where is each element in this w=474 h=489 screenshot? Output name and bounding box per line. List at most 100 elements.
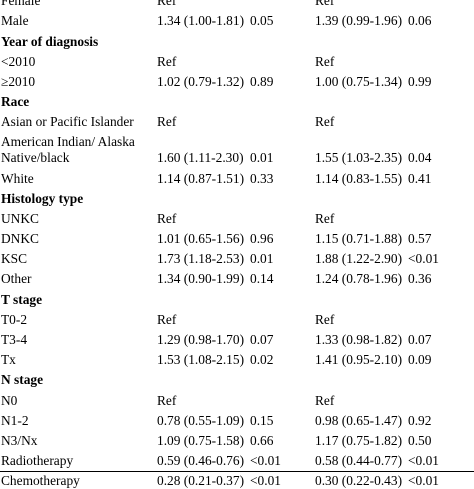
p-value-model-1-cell: 0.33: [250, 170, 274, 186]
p-value-model-2-cell: 0.07: [408, 332, 432, 347]
p-value-model-1-cell: [250, 29, 315, 49]
table-row: DNKC 1.01 (0.65-1.56) 0.96 1.15 (0.71-1.88)…: [0, 227, 474, 247]
p-value-model-1-cell: 0.89: [250, 73, 274, 89]
section-title: T stage: [1, 291, 43, 307]
hr-model-1-cell: [157, 90, 250, 110]
p-value-model-1-cell: [250, 110, 315, 130]
hr-model-1-cell: 0.59 (0.46-0.76): [157, 453, 245, 469]
hr-model-2-cell: 1.14 (0.83-1.55): [315, 170, 403, 186]
p-value-model-2-cell: 0.50: [408, 432, 432, 448]
p-value-model-1-cell: [250, 368, 315, 388]
hr-model-2-cell: 0.30 (0.22-0.43): [315, 473, 403, 489]
p-value-model-1-cell: 0.66: [250, 432, 274, 448]
p-value-model-1-cell: 0.05: [250, 13, 274, 29]
p-value-model-1-cell: [250, 187, 315, 207]
hr-model-2-cell: 1.24 (0.78-1.96): [315, 271, 403, 287]
section-header-row: Histology type: [0, 187, 474, 207]
p-value-model-1-cell: [250, 0, 315, 9]
variable-cell: Female: [1, 0, 41, 9]
hr-model-1-cell: Ref: [157, 114, 177, 130]
p-value-model-2-cell: 0.36: [408, 271, 432, 287]
hr-model-1-cell: Ref: [157, 392, 177, 408]
hr-model-1-cell: Ref: [157, 0, 177, 9]
p-value-model-2-cell: 0.41: [408, 170, 432, 186]
p-value-model-2-cell: [408, 308, 474, 328]
table-row: N0 Ref Ref: [0, 388, 474, 408]
p-value-model-1-cell: 0.02: [250, 352, 274, 368]
hr-model-2-cell: 1.41 (0.95-2.10): [315, 352, 403, 368]
section-header-row: Year of diagnosis: [0, 29, 474, 49]
variable-cell: T3-4: [1, 332, 28, 347]
variable-cell: ≥2010: [1, 73, 36, 89]
p-value-model-2-cell: [408, 368, 474, 388]
hr-model-1-cell: [157, 187, 250, 207]
hr-model-2-cell: 1.33 (0.98-1.82): [315, 332, 403, 347]
section-title: N stage: [1, 372, 44, 388]
table-row: UNKC Ref Ref: [0, 207, 474, 227]
p-value-model-1-cell: 0.96: [250, 231, 274, 247]
p-value-model-2-cell: 0.99: [408, 73, 432, 89]
hr-model-1-cell: Ref: [157, 311, 177, 327]
p-value-model-1-cell: 0.15: [250, 412, 274, 428]
table-row: Asian or Pacific Islander Ref Ref: [0, 110, 474, 130]
hr-model-2-cell: 1.88 (1.22-2.90): [315, 251, 403, 267]
variable-cell: Tx: [1, 352, 16, 368]
p-value-model-1-cell: [250, 90, 315, 110]
hr-model-2-cell: 1.39 (0.99-1.96): [315, 13, 403, 29]
hr-model-1-cell: 0.28 (0.21-0.37): [157, 473, 245, 489]
p-value-model-2-cell: 0.09: [408, 352, 432, 368]
hr-model-2-cell: Ref: [315, 311, 335, 327]
table-row: N3/Nx 1.09 (0.75-1.58) 0.66 1.17 (0.75-1.82…: [0, 429, 474, 449]
variable-cell: N1-2: [1, 412, 29, 428]
p-value-model-2-cell: 0.04: [408, 150, 432, 166]
table-row: Male 1.34 (1.00-1.81) 0.05 1.39 (0.99-1.96)…: [0, 9, 474, 29]
table-row: Tx 1.53 (1.08-2.15) 0.02 1.41 (0.95-2.10) 0.…: [0, 348, 474, 368]
variable-cell: KSC: [1, 251, 28, 267]
variable-cell: Male: [1, 13, 29, 29]
hr-model-1-cell: 0.78 (0.55-1.09): [157, 412, 245, 428]
table-row: Chemotherapy 0.28 (0.21-0.37) <0.01 0.30 (0…: [0, 469, 474, 489]
section-header-row: T stage: [0, 287, 474, 307]
p-value-model-2-cell: [408, 110, 474, 130]
hr-model-1-cell: Ref: [157, 53, 177, 69]
table-row: T0-2 Ref Ref: [0, 308, 474, 328]
section-title: Race: [1, 94, 30, 110]
section-title: Year of diagnosis: [1, 33, 99, 49]
hr-model-1-cell: 1.34 (0.90-1.99): [157, 271, 245, 287]
variable-cell: UNKC: [1, 210, 39, 226]
table-row: White 1.14 (0.87-1.51) 0.33 1.14 (0.83-1.55…: [0, 166, 474, 186]
hr-model-1-cell: [157, 29, 250, 49]
p-value-model-1-cell: 0.01: [250, 150, 274, 166]
table-row: N1-2 0.78 (0.55-1.09) 0.15 0.98 (0.65-1.47)…: [0, 409, 474, 429]
p-value-model-1-cell: [250, 287, 315, 307]
variable-cell: Chemotherapy: [1, 473, 80, 489]
p-value-model-2-cell: [408, 388, 474, 408]
p-value-model-2-cell: [408, 90, 474, 110]
variable-cell: <2010: [1, 53, 36, 69]
variable-cell: DNKC: [1, 231, 39, 247]
p-value-model-2-cell: 0.06: [408, 13, 432, 29]
variable-cell: Other: [1, 271, 32, 287]
hr-model-2-cell: [315, 287, 408, 307]
table-row: Other 1.34 (0.90-1.99) 0.14 1.24 (0.78-1.96…: [0, 267, 474, 287]
hr-model-2-cell: 1.15 (0.71-1.88): [315, 231, 403, 247]
variable-cell: Asian or Pacific Islander: [1, 114, 134, 130]
hr-model-1-cell: [157, 368, 250, 388]
hr-model-2-cell: Ref: [315, 114, 335, 130]
p-value-model-2-cell: [408, 0, 474, 9]
variable-cell: American Indian/ Alaska Native/black: [1, 134, 135, 166]
p-value-model-1-cell: 0.14: [250, 271, 274, 287]
hr-model-2-cell: 1.55 (1.03-2.35): [315, 150, 403, 166]
p-value-model-1-cell: 0.07: [250, 332, 274, 347]
variable-cell: N3/Nx: [1, 432, 38, 448]
hr-model-1-cell: 1.34 (1.00-1.81): [157, 13, 245, 29]
hr-model-1-cell: 1.09 (0.75-1.58): [157, 432, 245, 448]
hr-model-1-cell: [157, 287, 250, 307]
hr-model-2-cell: 1.17 (0.75-1.82): [315, 432, 403, 448]
hr-model-1-cell: Ref: [157, 210, 177, 226]
hr-model-2-cell: 1.00 (0.75-1.34): [315, 73, 403, 89]
hr-model-2-cell: Ref: [315, 210, 335, 226]
p-value-model-2-cell: [408, 207, 474, 227]
p-value-model-1-cell: <0.01: [250, 453, 281, 469]
